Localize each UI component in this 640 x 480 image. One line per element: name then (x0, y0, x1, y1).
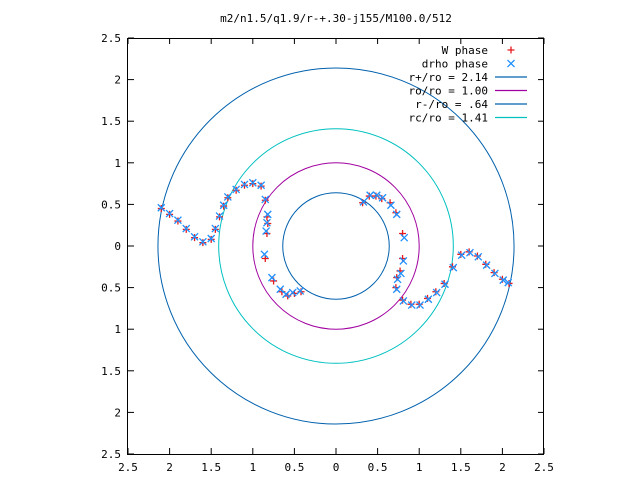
point-s1-4 (190, 232, 199, 241)
y-tick-label-7: 1 (114, 323, 121, 336)
x-tick-label-10: 2.5 (534, 461, 554, 474)
point-s1-38 (416, 301, 424, 310)
point-s1-45 (474, 252, 483, 261)
circle-3 (218, 128, 454, 364)
reference-circles (157, 67, 515, 425)
point-s1-17 (262, 218, 271, 227)
y-tick-label-3: 1 (114, 157, 121, 170)
point-s1-19 (260, 250, 269, 259)
point-s1-15 (261, 195, 270, 204)
y-tick-label-10: 2.5 (101, 448, 121, 461)
x-tick-label-0: 2.5 (118, 461, 138, 474)
point-s1-37 (407, 301, 416, 310)
point-s1-40 (432, 288, 441, 297)
point-s1-39 (424, 295, 433, 304)
point-s1-31 (400, 233, 409, 242)
point-s1-5 (198, 237, 207, 246)
legend-label-4: r-/ro = .64 (415, 98, 488, 111)
legend-label-2: r+/ro = 2.14 (409, 71, 489, 84)
point-s1-16 (263, 210, 272, 219)
x-tick-label-4: 0.5 (284, 461, 304, 474)
point-s1-48 (499, 276, 508, 285)
point-s1-22 (282, 290, 291, 299)
point-s1-49 (504, 278, 513, 287)
circle-2 (282, 192, 390, 300)
legend-swatch-0 (507, 46, 515, 54)
x-tick-label-2: 1.5 (201, 461, 221, 474)
point-s1-36 (399, 296, 408, 305)
point-s1-8 (215, 212, 224, 221)
point-s1-25 (359, 197, 368, 206)
point-s1-11 (232, 185, 241, 194)
y-tick-label-8: 1.5 (101, 365, 121, 378)
y-tick-label-9: 2 (114, 406, 121, 419)
point-s1-27 (372, 191, 381, 200)
legend-label-0: W phase (442, 44, 488, 57)
chart-title: m2/n1.5/q1.9/r-+.30-j155/M100.0/512 (220, 12, 452, 25)
legend-label-1: drho phase (422, 58, 488, 71)
point-s1-12 (240, 180, 249, 189)
point-s1-3 (182, 224, 191, 233)
point-s1-23 (288, 288, 297, 297)
legend-label-5: rc/ro = 1.41 (409, 112, 488, 125)
y-tick-label-0: 2.5 (101, 32, 121, 45)
point-s1-47 (490, 269, 499, 278)
legend-swatch-1 (507, 59, 515, 68)
point-s1-20 (267, 273, 276, 282)
point-s1-0 (157, 203, 166, 212)
axis-ticks: 2.5 2 1.5 1 0.5 0 0.5 1 1.5 2 2.52.521.510.500.511… (101, 32, 554, 474)
point-s1-10 (223, 192, 232, 201)
point-s1-26 (366, 191, 375, 200)
x-tick-label-8: 1.5 (451, 461, 471, 474)
point-s0-19 (261, 254, 269, 262)
x-tick-label-6: 0.5 (368, 461, 388, 474)
point-s1-7 (211, 224, 220, 233)
data-points (157, 178, 513, 310)
point-s1-35 (392, 285, 401, 294)
x-tick-label-1: 2 (166, 461, 173, 474)
point-s1-29 (386, 201, 395, 210)
point-s1-46 (482, 261, 491, 270)
legend-label-3: ro/ro = 1.00 (409, 85, 488, 98)
point-s1-6 (207, 234, 216, 243)
x-tick-label-5: 0 (333, 461, 340, 474)
circle-1 (252, 162, 420, 330)
point-s1-28 (378, 193, 387, 202)
point-s1-1 (165, 209, 174, 218)
point-s1-44 (465, 248, 474, 257)
point-s1-2 (173, 216, 182, 225)
y-tick-label-6: 0.5 (101, 282, 121, 295)
y-tick-label-4: 0.5 (101, 198, 121, 211)
point-s1-32 (399, 257, 408, 265)
y-tick-label-5: 0 (114, 240, 121, 253)
y-tick-label-2: 1.5 (101, 115, 121, 128)
point-s1-34 (393, 275, 402, 284)
circle-0 (157, 67, 515, 425)
point-s1-18 (262, 227, 271, 235)
x-tick-label-3: 1 (249, 461, 256, 474)
point-s1-43 (457, 251, 466, 260)
point-s1-42 (449, 263, 458, 272)
point-s1-33 (396, 269, 405, 278)
point-s1-24 (296, 286, 305, 295)
point-s1-41 (441, 280, 449, 289)
point-s1-14 (257, 181, 266, 190)
y-tick-label-1: 2 (114, 74, 121, 87)
point-s1-30 (392, 210, 401, 219)
x-tick-label-9: 2 (499, 461, 506, 474)
x-tick-label-7: 1 (416, 461, 423, 474)
point-s1-9 (219, 201, 228, 210)
point-s1-13 (248, 178, 257, 187)
